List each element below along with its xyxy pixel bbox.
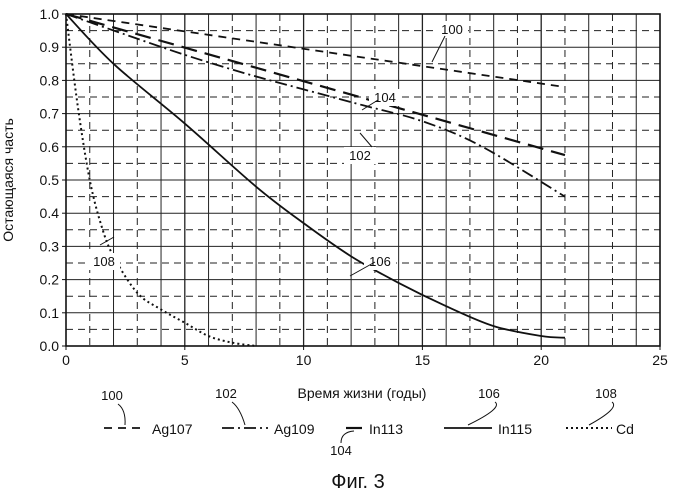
legend-label-ag107: Ag107 [152,421,193,437]
y-tick-label: 0.7 [40,106,60,122]
callout-backdrop [364,253,396,270]
series-line-ag107 [65,13,566,88]
callout-leader [99,236,115,246]
y-tick-label: 0.6 [40,139,60,155]
x-tick-label: 5 [181,352,189,368]
callout-label-104: 104 [374,90,396,105]
callout-backdrop [344,147,376,164]
legend-ref-108: 108 [595,386,617,401]
legend-leader [340,430,355,444]
callout-leader [359,132,373,148]
legend: Ag107 100 Ag109 102 In113 104 In115 106 Cd 108 [101,386,634,458]
series-line-cd [65,13,257,347]
y-tick-label: 1.0 [40,6,60,22]
legend-label-in113: In113 [369,421,403,437]
x-tick-label: 0 [62,352,70,368]
callout-label-106: 106 [369,254,391,269]
legend-label-ag109: Ag109 [274,421,315,437]
y-axis-label: Остающаяся часть [0,118,16,242]
x-tick-label: 15 [415,352,431,368]
y-tick-label: 0.0 [40,338,60,354]
figure-caption: Фиг. 3 [331,471,384,493]
series-line-in113 [65,12,566,157]
callout-label-102: 102 [349,148,371,163]
y-tick-label: 0.4 [40,205,60,221]
y-tick-label: 0.9 [40,39,60,55]
series-group [65,12,566,347]
legend-leader [117,403,126,426]
y-tick-label: 0.1 [40,305,60,321]
x-axis-label: Время жизни (годы) [298,385,427,401]
y-tick-label: 0.8 [40,72,60,88]
legend-ref-106: 106 [478,386,500,401]
x-tick-label: 25 [652,352,668,368]
grid [66,14,660,346]
legend-ref-104: 104 [330,443,352,458]
legend-leader [467,401,497,426]
legend-label-in115: In115 [498,421,532,437]
callout-label-108: 108 [93,254,115,269]
y-tick-label: 0.2 [40,272,60,288]
callout-backdrop [88,253,120,270]
callout-label-100: 100 [441,22,463,37]
y-tick-label: 0.5 [40,172,60,188]
x-tick-label: 20 [533,352,549,368]
callout-leader [431,35,446,63]
callout-leader [361,99,379,111]
legend-leader [588,401,615,426]
x-tick-label: 10 [296,352,312,368]
legend-label-cd: Cd [616,421,634,437]
series-line-ag109 [65,13,566,198]
y-tick-label: 0.3 [40,238,60,254]
callout-leader [349,261,376,277]
series-line-in115 [65,13,566,339]
legend-ref-100: 100 [101,388,123,403]
legend-ref-102: 102 [215,386,237,401]
callout-backdrop [436,21,468,38]
legend-leader [231,401,246,426]
callout-backdrop [369,89,401,106]
